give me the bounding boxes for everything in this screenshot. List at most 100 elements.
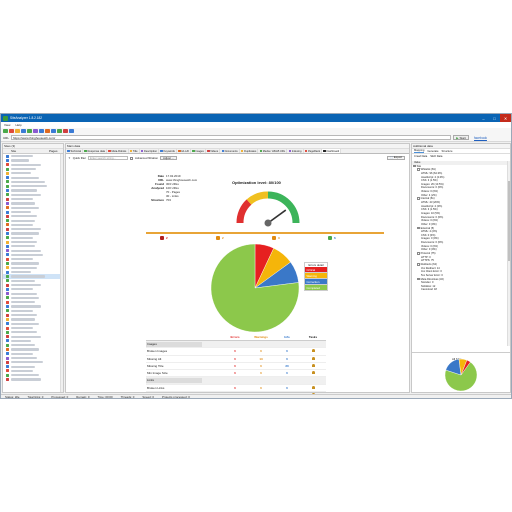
tree-node[interactable]: 3xx Redirect: 14 — [412, 267, 508, 271]
tree-node[interactable]: Nofollow: 12 — [412, 285, 508, 289]
tab-images[interactable]: Images — [191, 149, 206, 153]
tree-node[interactable]: Images: 0 (0%) — [412, 237, 508, 241]
advanced-filtration-checkbox[interactable] — [130, 156, 133, 160]
tree-node[interactable]: Other: 0 (0%) — [412, 248, 508, 252]
tree-node[interactable]: Protocol (75) — [412, 252, 508, 256]
toolbar-icon[interactable] — [63, 128, 68, 134]
site-row[interactable] — [3, 180, 63, 184]
site-row[interactable] — [3, 287, 63, 291]
toolbar-icon[interactable] — [45, 128, 50, 134]
tree-node[interactable]: Documents: 0 (0%) — [412, 216, 508, 220]
site-row[interactable] — [3, 343, 63, 347]
url-input[interactable]: https://www.thinghousesth.com/ — [11, 135, 452, 140]
site-row[interactable] — [3, 373, 63, 377]
tab-indexing[interactable]: Indexing — [287, 149, 304, 153]
table-row[interactable]: Broken Links 0 0 0 — [146, 385, 326, 393]
site-row[interactable] — [3, 210, 63, 214]
right-tab-generate[interactable]: Generate — [427, 149, 439, 153]
site-row[interactable] — [3, 240, 63, 244]
site-row[interactable] — [3, 253, 63, 257]
tree-node[interactable]: Canonical: 18 — [412, 288, 508, 292]
task-cell[interactable] — [300, 385, 326, 390]
toolbar-icon[interactable] — [33, 128, 38, 134]
table-row[interactable]: Broken Images 0 0 0 — [146, 348, 326, 356]
table-row[interactable]: Missing Title 0 0 20 — [146, 363, 326, 371]
site-row[interactable] — [3, 167, 63, 171]
tree-node[interactable]: Other: 4 (2%) — [412, 194, 508, 198]
site-row[interactable] — [3, 326, 63, 330]
site-row[interactable] — [3, 313, 63, 317]
site-row[interactable] — [3, 356, 63, 360]
tab-description[interactable]: Description — [140, 149, 160, 153]
site-row[interactable] — [3, 214, 63, 218]
tree-node[interactable]: HTML: 43 (20%) — [412, 201, 508, 205]
tree-node[interactable]: Documents: 0 (0%) — [412, 241, 508, 245]
site-row[interactable] — [3, 227, 63, 231]
toolbar-icon[interactable] — [9, 128, 14, 134]
site-row[interactable] — [3, 365, 63, 369]
site-row[interactable] — [3, 197, 63, 201]
menu-item-view[interactable]: View — [4, 123, 11, 127]
tree-node[interactable]: Redirects (62) — [412, 263, 508, 267]
site-row[interactable] — [3, 201, 63, 205]
toolbar-icon[interactable] — [3, 128, 8, 134]
close-icon[interactable]: ✕ — [500, 114, 511, 122]
site-row[interactable] — [3, 158, 63, 162]
expand-toggle-icon[interactable] — [417, 168, 420, 171]
toolbar-icon[interactable] — [21, 128, 26, 134]
site-row[interactable] — [3, 266, 63, 270]
toolbar-icon[interactable] — [27, 128, 32, 134]
tab-meta-robots[interactable]: Meta-Robots — [107, 149, 129, 153]
site-row[interactable] — [3, 206, 63, 210]
site-row[interactable] — [3, 171, 63, 175]
toolbar-icon[interactable] — [69, 128, 74, 134]
facebook-link[interactable]: facebook — [474, 135, 487, 140]
right-subtab[interactable]: Crawl Data — [414, 155, 428, 158]
site-row[interactable] — [3, 352, 63, 356]
tree-node[interactable]: CSS: 3 (1.5%) — [412, 208, 508, 212]
toolbar-icon[interactable] — [39, 128, 44, 134]
tree-node[interactable]: JavaScript: 4 (2%) — [412, 205, 508, 209]
site-row[interactable] — [3, 283, 63, 287]
site-row[interactable] — [3, 223, 63, 227]
toolbar-icon[interactable] — [51, 128, 56, 134]
tab-title[interactable]: Title — [129, 149, 140, 153]
site-row[interactable] — [3, 261, 63, 266]
menu-item-help[interactable]: Help — [15, 123, 22, 127]
errors-header[interactable]: Errors — [230, 335, 240, 339]
sites-scrollbar[interactable] — [60, 154, 63, 392]
site-row[interactable] — [3, 218, 63, 223]
export-button[interactable]: ⬚ Export — [387, 155, 405, 161]
site-row[interactable] — [3, 236, 63, 240]
tree-node[interactable]: External (5) — [412, 227, 508, 231]
tree-node[interactable]: CSS: 0 (0%) — [412, 234, 508, 238]
expand-toggle-icon[interactable] — [413, 164, 416, 168]
toolbar-icon[interactable] — [15, 128, 20, 134]
tree-node[interactable]: Images: 10 (5%) — [412, 212, 508, 216]
tab-pagerank[interactable]: PageRank — [304, 149, 323, 153]
tasks-header[interactable]: Tasks — [308, 335, 318, 339]
site-row[interactable] — [3, 309, 63, 313]
right-tab-structure[interactable]: Structure — [441, 149, 453, 153]
task-cell[interactable] — [300, 371, 326, 375]
site-row[interactable] — [3, 163, 63, 167]
site-row[interactable] — [3, 270, 63, 274]
info-header[interactable]: Info — [284, 335, 290, 339]
site-row[interactable] — [3, 300, 63, 304]
expand-toggle-icon[interactable] — [417, 262, 420, 266]
site-row[interactable] — [3, 175, 63, 180]
tab-documents[interactable]: Documents — [220, 149, 240, 153]
tree-node[interactable]: Other: 0 (0%) — [412, 223, 508, 227]
tree-scrollbar[interactable] — [507, 161, 510, 346]
tree-node[interactable]: 5xx Server Error: 0 — [412, 274, 508, 278]
site-column-header[interactable]: Site — [11, 149, 17, 153]
tree-node[interactable]: Noindex: 0 — [412, 281, 508, 285]
search-input[interactable]: Enter search string... — [88, 155, 128, 161]
site-row[interactable] — [3, 154, 63, 158]
tree-node[interactable]: Meta Directives (32) — [412, 278, 508, 282]
expand-toggle-icon[interactable] — [417, 252, 420, 255]
tree-node[interactable]: HTTP: 0 — [412, 256, 508, 260]
right-subtab[interactable]: SEO Data — [430, 155, 443, 158]
site-row[interactable] — [3, 292, 63, 296]
site-row[interactable] — [3, 339, 63, 343]
